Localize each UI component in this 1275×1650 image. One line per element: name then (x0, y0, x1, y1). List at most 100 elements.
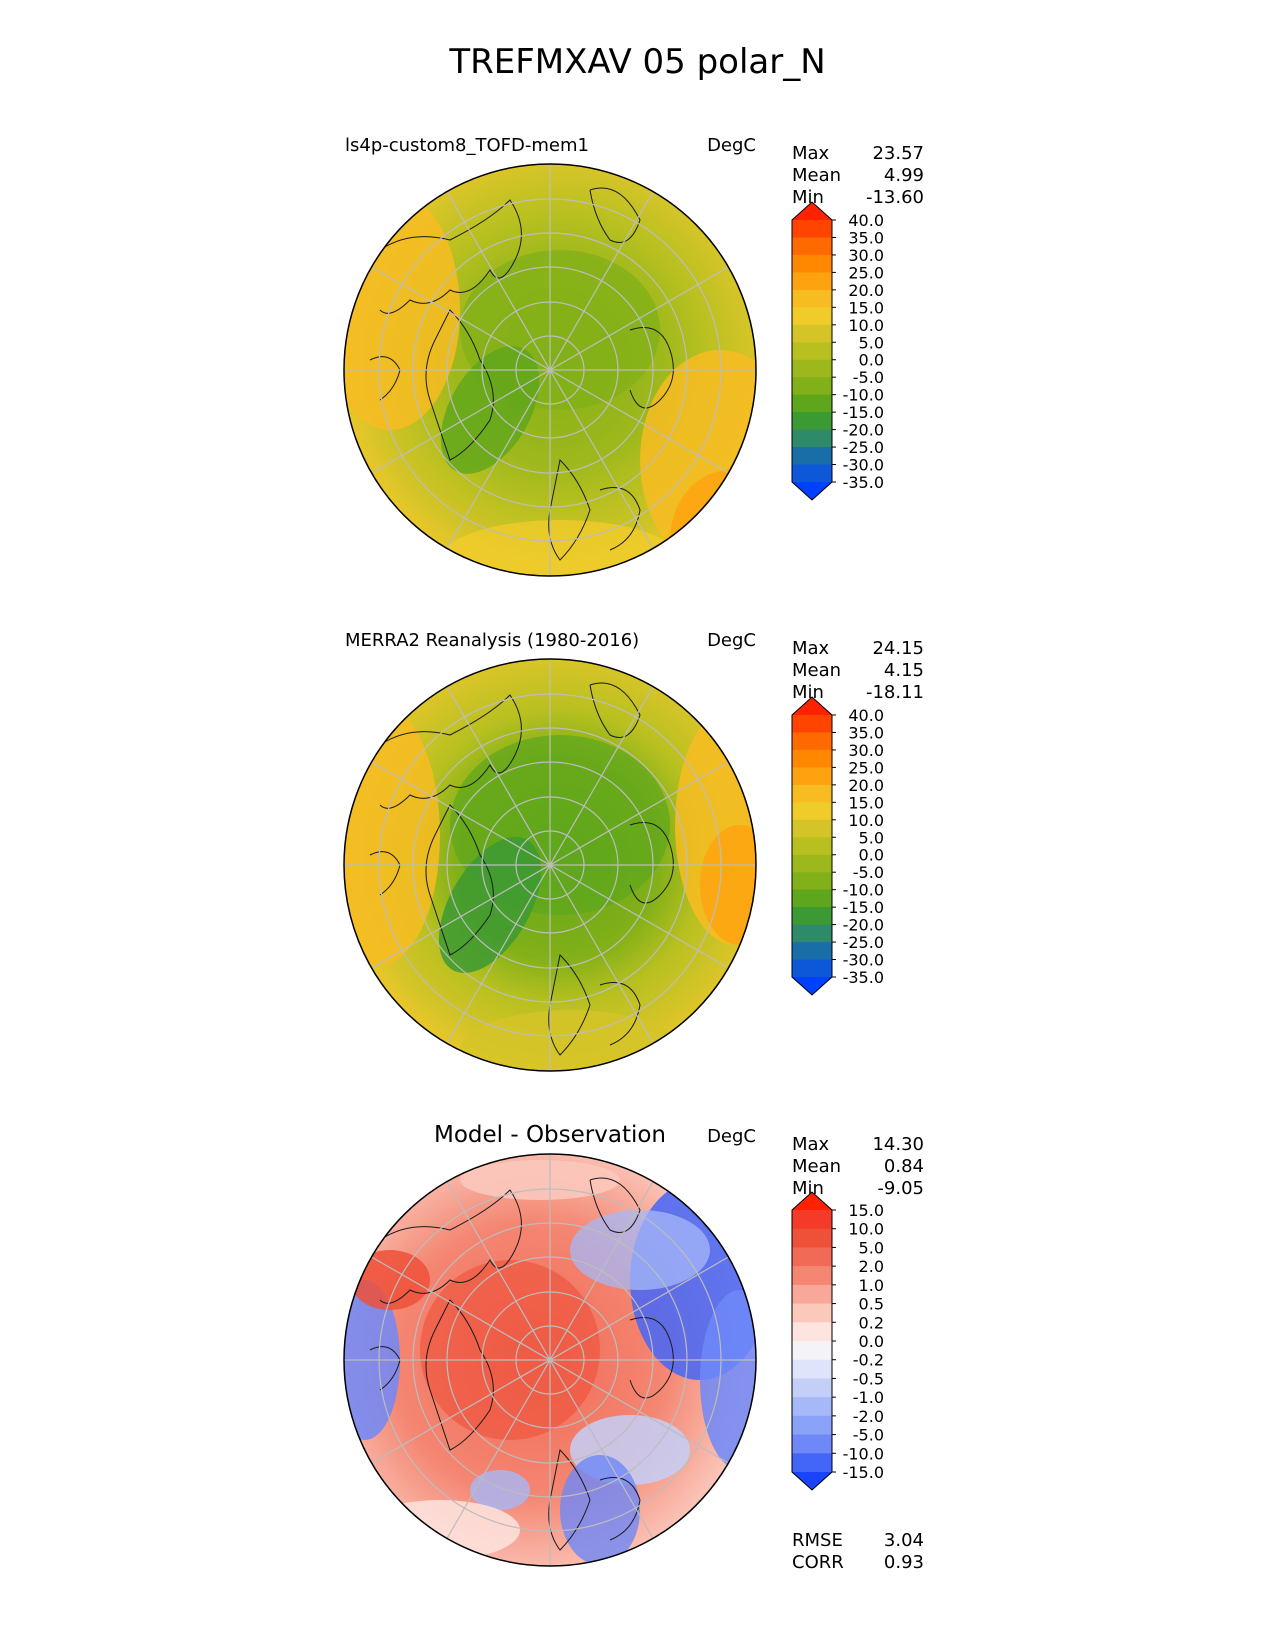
colorbar-bin (792, 220, 832, 238)
colorbar-tick-label: -20.0 (843, 916, 884, 935)
colorbar-tick-label: 20.0 (848, 776, 884, 795)
colorbar-tick-label: 40.0 (848, 211, 884, 230)
stat-row-min: Min -9.05 (792, 1178, 924, 1199)
colorbar-tick-label: 35.0 (848, 228, 884, 247)
panel-3-title: Model - Observation (433, 1122, 667, 1148)
colorbar-bin (792, 872, 832, 891)
panel-2-stats: Max 24.15 Mean 4.15 Min -18.11 (792, 638, 924, 704)
colorbar-bin (792, 429, 832, 448)
map-boundary (343, 658, 757, 1072)
colorbar-bin (792, 1266, 832, 1286)
colorbar-bin (792, 412, 832, 431)
colorbar-bin (792, 272, 832, 291)
panel-2-map (343, 658, 757, 1072)
colorbar-bin (792, 767, 832, 786)
colorbar-extend-min (792, 1472, 832, 1490)
colorbar-bin (792, 959, 832, 978)
panel-2-colorbar: 40.035.030.025.020.015.010.05.00.0-5.0-1… (791, 696, 884, 996)
colorbar-bin (792, 324, 832, 343)
colorbar-tick-label: 5.0 (859, 828, 884, 847)
colorbar-tick-label: 30.0 (848, 246, 884, 265)
colorbar-tick-label: -30.0 (843, 456, 884, 475)
colorbar-bin (792, 1378, 832, 1398)
colorbar-bin (792, 447, 832, 466)
panel-3-extra-stats: RMSE 3.04 CORR 0.93 (792, 1530, 924, 1574)
colorbar-bin (792, 802, 832, 821)
colorbar-tick-label: -10.0 (843, 1444, 884, 1463)
colorbar-tick-label: -25.0 (843, 933, 884, 952)
colorbar-bin (792, 377, 832, 396)
colorbar-tick-label: -35.0 (843, 473, 884, 492)
panel-1-colorbar: 40.035.030.025.020.015.010.05.00.0-5.0-1… (791, 201, 884, 501)
colorbar-tick-label: 25.0 (848, 758, 884, 777)
panel-3-map (343, 1153, 757, 1567)
colorbar-tick-label: -5.0 (853, 1426, 884, 1445)
colorbar-tick-label: -10.0 (843, 386, 884, 405)
colorbar-bin (792, 289, 832, 308)
colorbar-bin (792, 1359, 832, 1379)
colorbar-tick-label: -0.2 (853, 1351, 884, 1370)
colorbar-bin (792, 907, 832, 926)
panel-1-map (343, 163, 757, 577)
colorbar-bin (792, 749, 832, 768)
colorbar-tick-label: 0.0 (859, 1332, 884, 1351)
panel-3-units: DegC (707, 1126, 756, 1147)
figure-title: TREFMXAV 05 polar_N (449, 42, 826, 82)
graticule (344, 1154, 756, 1566)
colorbar-tick-label: 0.0 (859, 351, 884, 370)
colorbar-tick-label: 2.0 (859, 1257, 884, 1276)
colorbar-tick-label: -5.0 (853, 368, 884, 387)
colorbar-tick-label: -25.0 (843, 438, 884, 457)
coastlines (369, 682, 674, 1056)
colorbar-bin (792, 342, 832, 361)
colorbar-bin (792, 1397, 832, 1417)
colorbar-bin (792, 1247, 832, 1267)
stat-row-max: Max 24.15 (792, 638, 924, 659)
colorbar-tick-label: -15.0 (843, 898, 884, 917)
colorbar-tick-label: 10.0 (848, 811, 884, 830)
colorbar-tick-label: -15.0 (843, 1463, 884, 1482)
colorbar-bin (792, 942, 832, 961)
colorbar-bin (792, 1453, 832, 1473)
colorbar-bin (792, 924, 832, 943)
colorbar-tick-label: 20.0 (848, 281, 884, 300)
panel-2-units: DegC (707, 630, 756, 651)
colorbar-bin (792, 1284, 832, 1305)
colorbar-bin (792, 1303, 832, 1323)
colorbar-bin (792, 394, 832, 413)
panel-2-reference-name: MERRA2 Reanalysis (1980-2016) (345, 630, 640, 651)
panel-1-units: DegC (707, 135, 756, 156)
colorbar-tick-label: 35.0 (848, 723, 884, 742)
stat-row-mean: Mean 0.84 (792, 1156, 924, 1177)
stat-row-mean: Mean 4.15 (792, 660, 924, 681)
stat-row-min: Min -13.60 (792, 187, 924, 208)
panel-1-stats: Max 23.57 Mean 4.99 Min -13.60 (792, 143, 924, 209)
panel-1-test-name: ls4p-custom8_TOFD-mem1 (345, 135, 589, 156)
colorbar-tick-label: 10.0 (848, 1220, 884, 1239)
coastlines (369, 1177, 674, 1551)
colorbar-tick-label: 30.0 (848, 741, 884, 760)
colorbar-tick-label: 5.0 (859, 333, 884, 352)
panel-3-colorbar: 15.010.05.02.01.00.50.20.0-0.2-0.5-1.0-2… (791, 1191, 884, 1491)
colorbar-bin (792, 1341, 832, 1361)
colorbar-extend-max (792, 1192, 832, 1210)
colorbar-tick-label: 25.0 (848, 263, 884, 282)
colorbar-bin (792, 307, 832, 326)
colorbar-bin (792, 237, 832, 256)
colorbar-tick-label: -20.0 (843, 421, 884, 440)
panel-3-stats: Max 14.30 Mean 0.84 Min -9.05 (792, 1134, 924, 1200)
colorbar-tick-label: -5.0 (853, 863, 884, 882)
colorbar-bin (792, 854, 832, 873)
colorbar-tick-label: 10.0 (848, 316, 884, 335)
colorbar-extend-max (792, 202, 832, 220)
stat-row-corr: CORR 0.93 (792, 1552, 924, 1573)
stat-row-mean: Mean 4.99 (792, 165, 924, 186)
colorbar-tick-label: 15.0 (848, 793, 884, 812)
colorbar-extend-min (792, 482, 832, 500)
map-boundary (343, 163, 757, 577)
colorbar-tick-label: 0.0 (859, 846, 884, 865)
colorbar-tick-label: 0.5 (859, 1295, 884, 1314)
colorbar-tick-label: -30.0 (843, 951, 884, 970)
graticule (344, 659, 756, 1071)
colorbar-bin (792, 254, 832, 273)
